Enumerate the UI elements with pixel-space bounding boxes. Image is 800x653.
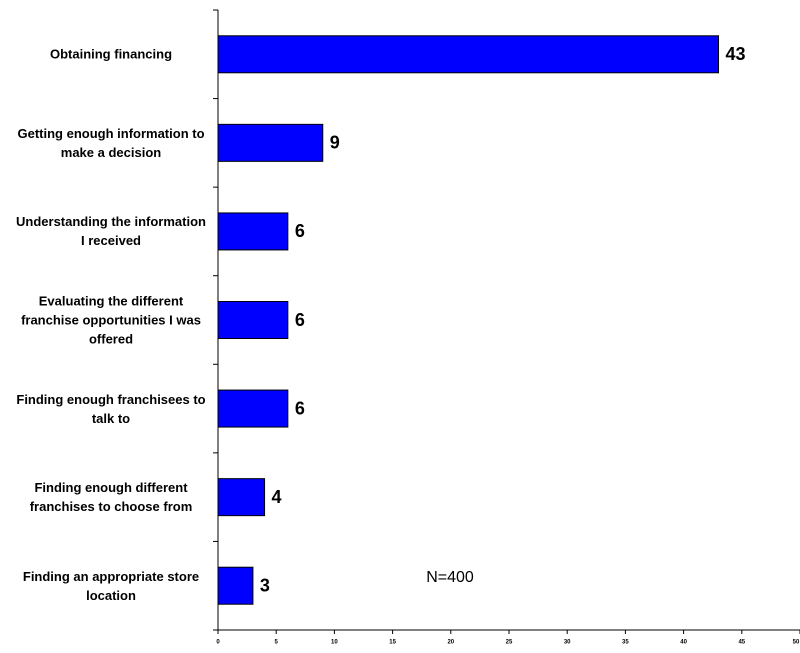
value-label: 4 [272, 487, 282, 507]
y-tick-label: Understanding the information I received [16, 214, 206, 249]
x-tick-label: 45 [738, 640, 745, 646]
y-tick-label: Evaluating the different franchise oppor… [21, 293, 201, 347]
value-label: 6 [295, 310, 305, 330]
x-tick-label: 50 [793, 640, 800, 646]
bar [217, 566, 254, 605]
annotation: N=400 [426, 569, 474, 586]
y-tick-label: Finding an appropriate store location [22, 568, 200, 603]
value-label: 43 [726, 44, 746, 64]
bar [217, 35, 720, 74]
value-label: 6 [295, 398, 305, 418]
y-tick-label: Obtaining financing [49, 46, 173, 62]
y-tick-label: Finding enough franchisees to talk to [16, 391, 206, 426]
bar [217, 389, 289, 428]
x-tick-label: 5 [275, 640, 279, 646]
x-tick-label: 20 [447, 640, 454, 646]
bar [217, 123, 324, 162]
value-label: 6 [295, 221, 305, 241]
bar [217, 301, 289, 339]
bar [217, 478, 266, 517]
x-tick-label: 10 [331, 640, 338, 646]
x-tick-label: 0 [216, 640, 220, 646]
value-label: 3 [260, 575, 270, 595]
value-label: 9 [330, 133, 340, 153]
x-tick-label: 15 [389, 640, 396, 646]
x-tick-label: 40 [680, 640, 687, 646]
x-tick-label: 35 [622, 640, 629, 646]
bar [217, 212, 289, 251]
y-tick-label: Finding enough different franchises to c… [29, 480, 193, 515]
y-tick-label: Getting enough information to make a dec… [17, 125, 205, 160]
x-tick-label: 30 [564, 640, 571, 646]
x-tick-label: 25 [506, 640, 513, 646]
